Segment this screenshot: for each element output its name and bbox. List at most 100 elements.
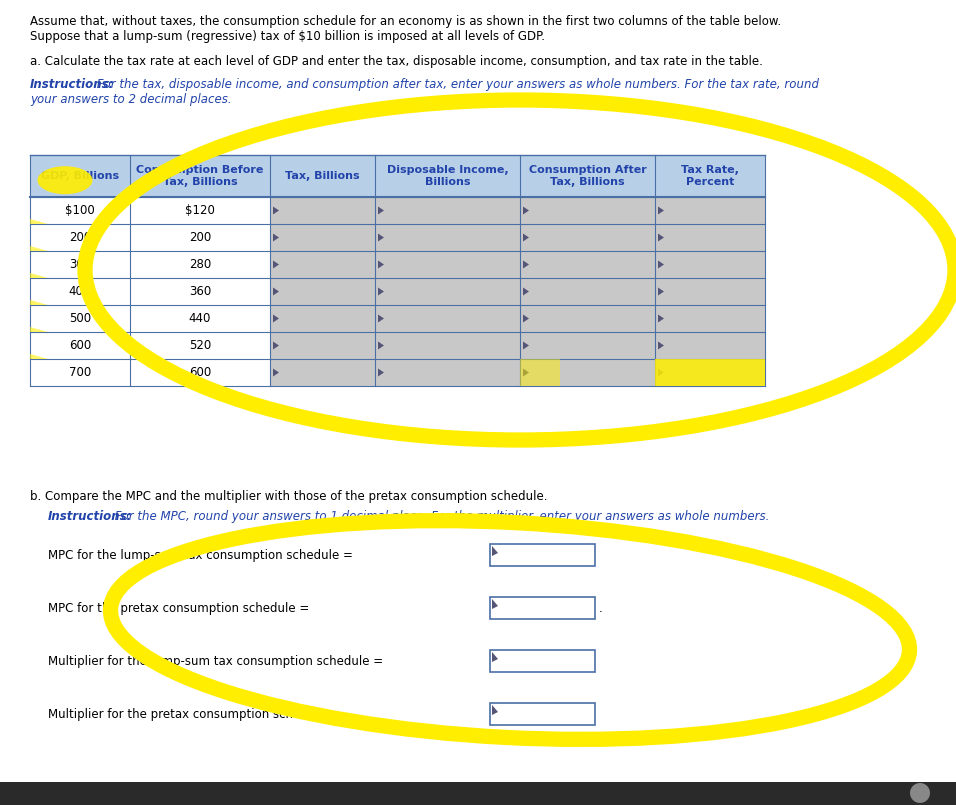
Polygon shape <box>492 599 498 609</box>
Bar <box>130 278 270 305</box>
Polygon shape <box>523 369 529 377</box>
Polygon shape <box>658 233 664 242</box>
Bar <box>655 278 765 305</box>
Bar <box>520 278 655 305</box>
Polygon shape <box>523 233 529 242</box>
Bar <box>655 251 765 278</box>
Polygon shape <box>658 315 664 323</box>
Bar <box>520 359 560 386</box>
Text: MPC for the lump-sum tax consumption schedule =: MPC for the lump-sum tax consumption sch… <box>48 548 353 562</box>
Text: 440: 440 <box>189 312 211 325</box>
Polygon shape <box>378 315 384 323</box>
Polygon shape <box>658 261 664 269</box>
Bar <box>655 224 765 251</box>
Bar <box>655 332 765 359</box>
Bar <box>375 251 520 278</box>
Bar <box>655 305 765 332</box>
Text: Instructions:: Instructions: <box>48 510 132 523</box>
Polygon shape <box>273 369 279 377</box>
Text: Consumption Before
Tax, Billions: Consumption Before Tax, Billions <box>137 165 264 187</box>
Text: For the tax, disposable income, and consumption after tax, enter your answers as: For the tax, disposable income, and cons… <box>93 78 819 91</box>
Bar <box>490 544 595 566</box>
Polygon shape <box>273 207 279 214</box>
Bar <box>520 197 655 224</box>
Text: Multiplier for the pretax consumption schedule =: Multiplier for the pretax consumption sc… <box>48 708 339 720</box>
Text: your answers to 2 decimal places.: your answers to 2 decimal places. <box>30 93 231 106</box>
Polygon shape <box>30 246 48 251</box>
Polygon shape <box>273 261 279 269</box>
Bar <box>375 197 520 224</box>
Polygon shape <box>378 207 384 214</box>
Bar <box>30 359 130 386</box>
Text: Tax Rate,
Percent: Tax Rate, Percent <box>681 165 739 187</box>
Text: Instructions:: Instructions: <box>30 78 115 91</box>
Polygon shape <box>492 546 498 556</box>
Text: 360: 360 <box>189 285 211 298</box>
Bar <box>130 332 270 359</box>
Bar <box>270 278 375 305</box>
Text: b. Compare the MPC and the multiplier with those of the pretax consumption sched: b. Compare the MPC and the multiplier wi… <box>30 490 548 503</box>
Bar <box>30 155 765 197</box>
Bar <box>375 305 520 332</box>
Text: 520: 520 <box>189 339 211 352</box>
Bar <box>520 359 655 386</box>
Bar <box>30 251 130 278</box>
Bar <box>520 305 655 332</box>
Polygon shape <box>658 287 664 295</box>
Polygon shape <box>378 287 384 295</box>
Polygon shape <box>523 287 529 295</box>
Bar <box>375 224 520 251</box>
Bar <box>490 597 595 619</box>
Bar <box>130 305 270 332</box>
Polygon shape <box>523 315 529 323</box>
Text: .: . <box>599 601 602 614</box>
Bar <box>130 359 270 386</box>
Text: $100: $100 <box>65 204 95 217</box>
Bar <box>270 251 375 278</box>
Text: Tax, Billions: Tax, Billions <box>285 171 359 181</box>
Polygon shape <box>658 369 664 377</box>
Bar <box>30 278 130 305</box>
Text: Multiplier for the lump-sum tax consumption schedule =: Multiplier for the lump-sum tax consumpt… <box>48 654 383 667</box>
Bar <box>520 332 655 359</box>
Text: 600: 600 <box>69 339 91 352</box>
Polygon shape <box>523 341 529 349</box>
Polygon shape <box>30 273 48 278</box>
Text: GDP, Billions: GDP, Billions <box>41 171 120 181</box>
Bar <box>270 305 375 332</box>
Bar <box>130 224 270 251</box>
Bar <box>520 224 655 251</box>
Polygon shape <box>273 287 279 295</box>
Bar <box>130 251 270 278</box>
Polygon shape <box>30 300 48 305</box>
Text: a. Calculate the tax rate at each level of GDP and enter the tax, disposable inc: a. Calculate the tax rate at each level … <box>30 55 763 68</box>
Bar <box>270 359 375 386</box>
Bar <box>490 650 595 672</box>
Polygon shape <box>658 341 664 349</box>
Text: Consumption After
Tax, Billions: Consumption After Tax, Billions <box>529 165 646 187</box>
Polygon shape <box>273 233 279 242</box>
Polygon shape <box>30 327 48 332</box>
Polygon shape <box>30 354 48 359</box>
Bar <box>30 332 130 359</box>
Text: 400: 400 <box>69 285 91 298</box>
Polygon shape <box>492 705 498 715</box>
Polygon shape <box>30 219 48 224</box>
Bar <box>0 782 956 805</box>
Bar <box>655 359 765 386</box>
Circle shape <box>910 783 930 803</box>
Polygon shape <box>378 261 384 269</box>
Text: Assume that, without taxes, the consumption schedule for an economy is as shown : Assume that, without taxes, the consumpt… <box>30 15 781 28</box>
Polygon shape <box>273 315 279 323</box>
Text: $120: $120 <box>185 204 215 217</box>
Text: 280: 280 <box>189 258 211 271</box>
Bar <box>375 359 520 386</box>
Polygon shape <box>378 233 384 242</box>
Polygon shape <box>492 652 498 662</box>
Bar <box>30 224 130 251</box>
Bar <box>527 703 595 725</box>
Polygon shape <box>523 207 529 214</box>
Polygon shape <box>523 261 529 269</box>
Text: 300: 300 <box>69 258 91 271</box>
Bar <box>520 251 655 278</box>
